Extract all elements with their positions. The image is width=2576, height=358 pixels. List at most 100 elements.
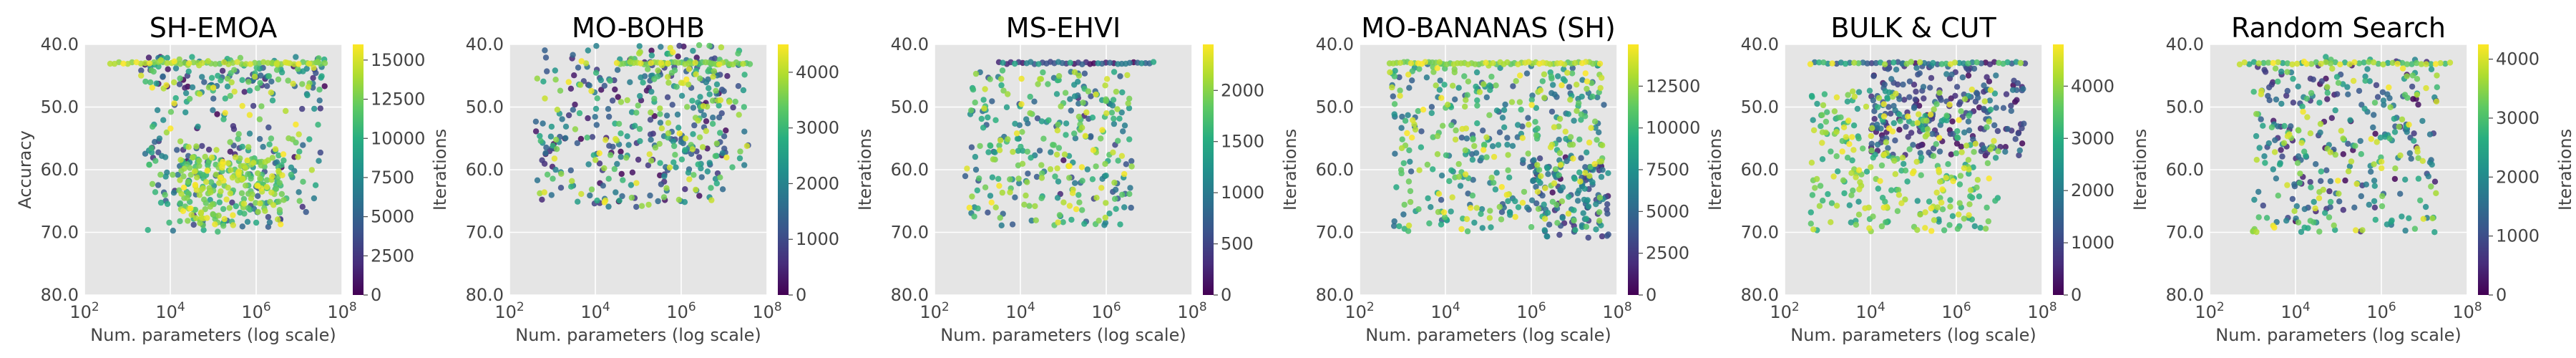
scatter-point: [1009, 221, 1016, 228]
scatter-point: [1868, 147, 1875, 154]
scatter-point: [269, 97, 276, 104]
scatter-point: [220, 158, 226, 165]
scatter-point: [177, 61, 184, 67]
scatter-point: [558, 170, 565, 177]
scatter-point: [2294, 60, 2301, 67]
scatter-point: [1548, 73, 1555, 80]
scatter-point: [1055, 73, 1063, 79]
scatter-point: [620, 177, 626, 183]
scatter-point: [235, 131, 242, 137]
scatter-point: [1903, 123, 1909, 130]
scatter-point: [149, 180, 156, 188]
scatter-point: [675, 53, 681, 60]
scatter-point: [1115, 137, 1121, 144]
scatter-point: [235, 135, 241, 142]
scatter-point: [1441, 214, 1448, 221]
colorbar-label: Iterations: [2130, 129, 2150, 211]
scatter-point: [1063, 120, 1070, 127]
scatter-point: [1465, 61, 1471, 68]
scatter-point: [306, 60, 313, 67]
scatter-point: [1113, 205, 1119, 212]
scatter-point: [968, 107, 975, 114]
scatter-point: [532, 128, 540, 135]
scatter-point: [1936, 216, 1942, 223]
scatter-point: [1844, 155, 1851, 161]
scatter-point: [229, 174, 236, 181]
scatter-point: [2386, 95, 2393, 102]
scatter-point: [716, 61, 723, 68]
scatter-point: [1548, 108, 1556, 115]
scatter-point: [2392, 165, 2399, 172]
scatter-point: [1111, 69, 1118, 75]
scatter-point: [1007, 176, 1013, 183]
scatter-point: [188, 211, 195, 218]
scatter-point: [216, 180, 223, 186]
scatter-point: [2291, 181, 2298, 188]
scatter-point: [172, 95, 179, 102]
scatter-point: [1902, 168, 1909, 174]
scatter-point: [1899, 155, 1906, 161]
scatter-point: [2272, 137, 2278, 143]
scatter-point: [1898, 200, 1905, 206]
scatter-point: [1452, 96, 1458, 102]
scatter-point: [2362, 73, 2368, 80]
scatter-point: [1576, 169, 1583, 175]
scatter-point: [201, 79, 208, 85]
scatter-point: [1897, 118, 1903, 125]
scatter-point: [648, 59, 654, 67]
scatter-point: [2258, 116, 2264, 122]
scatter-point: [2333, 74, 2341, 80]
scatter-point: [997, 215, 1003, 221]
scatter-point: [1589, 93, 1596, 100]
scatter-point: [1471, 219, 1478, 226]
scatter-point: [735, 50, 741, 57]
scatter-point: [1050, 142, 1057, 148]
scatter-points: [962, 59, 1157, 228]
scatter-point: [2428, 61, 2434, 67]
scatter-point: [1474, 102, 1480, 109]
scatter-point: [1985, 218, 1991, 225]
scatter-point: [1488, 73, 1495, 80]
scatter-point: [196, 163, 203, 169]
scatter-point: [2370, 59, 2377, 66]
scatter-point: [2379, 193, 2386, 200]
scatter-point: [1851, 59, 1858, 66]
scatter-point: [1868, 60, 1875, 67]
scatter-point: [308, 167, 315, 173]
scatter-point: [2303, 95, 2311, 102]
scatter-point: [1055, 121, 1061, 128]
scatter-point: [321, 60, 328, 67]
scatter-point: [2429, 161, 2435, 168]
scatter-point: [658, 125, 665, 132]
scatter-point: [2290, 75, 2296, 82]
scatter-point: [999, 189, 1006, 196]
scatter-point: [1541, 216, 1548, 222]
colorbar-tick-label: 3000: [2071, 128, 2114, 148]
scatter-point: [1034, 115, 1041, 122]
scatter-point: [2335, 178, 2341, 184]
scatter-point: [1473, 205, 1480, 211]
scatter-point: [1541, 227, 1548, 233]
scatter-point: [253, 64, 260, 71]
scatter-point: [207, 203, 213, 210]
scatter-point: [1455, 160, 1462, 168]
scatter-point: [284, 59, 291, 66]
y-tick-label: 50.0: [2166, 97, 2204, 117]
x-axis-label: Num. parameters (log scale): [2215, 325, 2461, 345]
scatter-point: [636, 125, 643, 132]
scatter-point: [1493, 82, 1499, 89]
scatter-point: [1007, 189, 1013, 195]
scatter-point: [616, 198, 623, 204]
scatter-point: [1807, 209, 1814, 216]
scatter-point: [280, 157, 287, 164]
scatter-point: [146, 162, 152, 168]
scatter-point: [690, 131, 696, 137]
scatter-point: [2431, 229, 2438, 236]
scatter-point: [1535, 205, 1542, 212]
scatter-point: [275, 76, 282, 83]
scatter-point: [1536, 155, 1543, 162]
scatter-point: [260, 143, 266, 150]
scatter-point: [615, 94, 621, 100]
